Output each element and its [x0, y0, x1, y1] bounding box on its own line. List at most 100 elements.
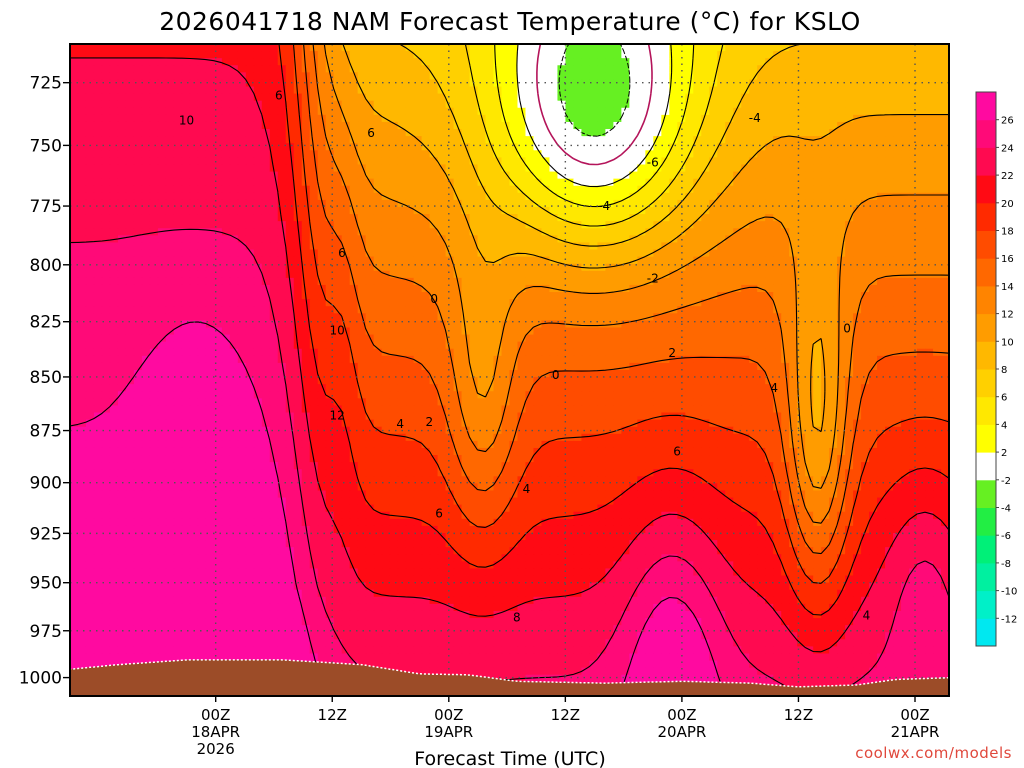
temperature-cell — [349, 171, 359, 180]
temperature-cell — [741, 157, 750, 166]
temperature-cell — [741, 235, 750, 244]
temperature-cell — [925, 58, 934, 66]
temperature-cell — [341, 214, 351, 222]
temperature-cell — [277, 249, 287, 258]
temperature-cell — [197, 249, 207, 258]
temperature-cell — [525, 44, 535, 52]
temperature-cell — [773, 150, 782, 158]
temperature-cell — [525, 164, 535, 173]
temperature-cell — [277, 114, 287, 123]
temperature-cell — [213, 171, 223, 180]
temperature-cell — [517, 228, 527, 236]
temperature-cell — [381, 51, 391, 59]
temperature-cell — [789, 51, 798, 59]
temperature-cell — [637, 136, 646, 144]
temperature-cell — [893, 58, 902, 66]
temperature-cell — [373, 143, 383, 151]
temperature-cell — [677, 192, 686, 201]
temperature-cell — [469, 249, 479, 258]
temperature-cell — [445, 136, 455, 144]
temperature-cell — [429, 58, 439, 66]
temperature-cell — [573, 306, 583, 314]
temperature-cell — [669, 284, 678, 293]
temperature-cell — [877, 143, 886, 151]
temperature-cell — [253, 320, 263, 329]
temperature-cell — [309, 327, 319, 336]
temperature-cell — [301, 121, 311, 130]
temperature-cell — [189, 292, 199, 300]
temperature-cell — [413, 284, 423, 293]
temperature-cell — [141, 44, 151, 52]
temperature-cell — [261, 270, 271, 279]
temperature-cell — [381, 249, 391, 258]
temperature-cell — [245, 150, 255, 158]
temperature-cell — [597, 214, 606, 222]
temperature-cell — [293, 143, 303, 151]
temperature-cell — [501, 277, 511, 286]
temperature-cell — [253, 107, 263, 116]
temperature-cell — [933, 313, 942, 321]
temperature-cell — [941, 100, 949, 109]
temperature-cell — [373, 157, 383, 166]
temperature-cell — [789, 214, 798, 222]
temperature-cell — [629, 207, 638, 215]
temperature-cell — [221, 100, 231, 109]
temperature-cell — [837, 129, 846, 137]
temperature-cell — [421, 121, 431, 130]
temperature-cell — [877, 93, 886, 102]
temperature-cell — [653, 107, 662, 116]
temperature-cell — [501, 242, 511, 251]
temperature-cell — [413, 292, 423, 300]
temperature-cell — [861, 277, 870, 286]
temperature-cell — [301, 256, 311, 265]
temperature-cell — [189, 107, 199, 116]
temperature-cell — [373, 362, 383, 371]
temperature-cell — [845, 86, 854, 95]
temperature-cell — [85, 348, 95, 357]
temperature-cell — [773, 256, 782, 265]
temperature-cell — [613, 171, 622, 180]
temperature-cell — [245, 207, 255, 215]
temperature-cell — [893, 129, 902, 137]
temperature-cell — [885, 65, 894, 73]
temperature-cell — [349, 150, 359, 158]
temperature-cell — [781, 157, 790, 166]
temperature-cell — [125, 348, 135, 357]
temperature-cell — [253, 79, 263, 88]
temperature-cell — [277, 228, 287, 236]
temperature-cell — [621, 86, 630, 95]
temperature-cell — [781, 313, 790, 321]
temperature-cell — [309, 164, 319, 173]
temperature-cell — [141, 299, 151, 307]
temperature-cell — [749, 150, 758, 158]
temperature-cell — [621, 185, 630, 194]
temperature-cell — [101, 334, 111, 343]
temperature-cell — [533, 277, 543, 286]
temperature-cell — [365, 192, 375, 201]
temperature-cell — [205, 157, 215, 166]
temperature-cell — [269, 214, 279, 222]
temperature-cell — [557, 355, 567, 364]
temperature-cell — [677, 284, 686, 293]
temperature-cell — [725, 249, 734, 258]
temperature-cell — [445, 327, 455, 336]
temperature-cell — [565, 150, 575, 158]
temperature-cell — [693, 157, 702, 166]
temperature-cell — [725, 136, 734, 144]
temperature-cell — [509, 284, 519, 293]
temperature-cell — [85, 107, 95, 116]
temperature-cell — [453, 256, 463, 265]
temperature-cell — [125, 107, 135, 116]
temperature-cell — [541, 221, 551, 229]
temperature-cell — [85, 334, 95, 343]
temperature-cell — [765, 100, 774, 109]
temperature-cell — [885, 327, 894, 336]
temperature-cell — [141, 72, 151, 81]
temperature-cell — [93, 93, 103, 102]
temperature-cell — [165, 355, 175, 364]
temperature-cell — [605, 58, 614, 66]
temperature-cell — [693, 58, 702, 66]
temperature-cell — [485, 65, 495, 73]
temperature-cell — [797, 171, 806, 180]
temperature-cell — [877, 150, 886, 158]
